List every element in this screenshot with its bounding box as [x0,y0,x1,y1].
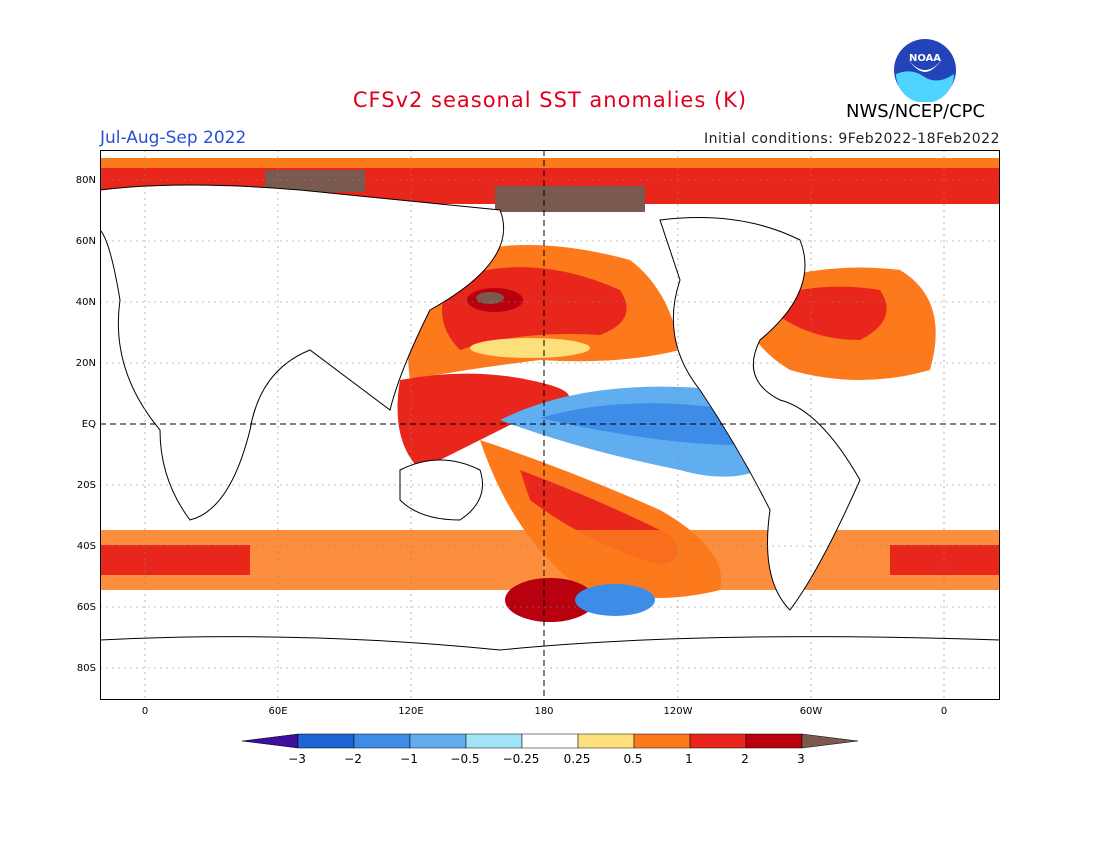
colorbar-swatch [465,733,523,749]
colorbar-label-2: 2 [741,752,749,766]
colorbar-swatch [353,733,411,749]
west-pacific-warm [397,373,570,470]
north-pacific-ice-spot [476,292,504,304]
colorbar-swatch [689,733,747,749]
lon-label-120w: 120W [663,706,693,717]
lon-label-0: 0 [141,706,149,717]
colorbar-label-m1: −1 [400,752,418,766]
lat-label-eq: EQ [81,419,96,430]
arctic-edge-band [100,158,1000,168]
colorbar-label-05: 0.5 [623,752,643,766]
colorbar-label-m3: −3 [288,752,306,766]
lat-label-80s: 80S [76,663,96,674]
colorbar-swatch [801,733,859,749]
colorbar-swatch [633,733,691,749]
agency-label: NWS/NCEP/CPC [846,101,986,122]
americas-landmass [659,217,861,611]
colorbar-label-3: 3 [797,752,805,766]
season-label: Jul-Aug-Sep 2022 [100,128,247,148]
lat-label-60s: 60S [76,602,96,613]
colorbar-swatch [241,733,299,749]
lat-label-60n: 60N [75,236,96,247]
lon-label-120e: 120E [398,706,424,717]
lat-label-80n: 80N [75,175,96,186]
colorbar-label-m2: −2 [344,752,362,766]
lon-label-60w: 60W [799,706,823,717]
colorbar-swatch [297,733,355,749]
lat-label-20s: 20S [76,480,96,491]
lat-label-40n: 40N [75,297,96,308]
antarctica-landmass [100,636,1000,700]
initial-conditions: Initial conditions: 9Feb2022-18Feb2022 [704,131,1000,147]
colorbar-swatch [745,733,803,749]
lat-label-20n: 20N [75,358,96,369]
colorbar-label-m025: −0.25 [502,752,540,766]
south-pacific-cold-patch [575,584,655,616]
colorbar-label-m05: −0.5 [450,752,480,766]
lon-label-0-east: 0 [940,706,948,717]
lon-label-60e: 60E [268,706,288,717]
southern-ocean-core-right [890,545,1000,575]
sst-anomaly-map [100,150,1000,700]
south-pacific-deep-warm [505,578,595,622]
southern-ocean-core-left [100,545,250,575]
colorbar-swatch [521,733,579,749]
colorbar-swatch [577,733,635,749]
colorbar-label-1: 1 [685,752,693,766]
australia-landmass [399,459,483,521]
north-pacific-core [442,267,627,350]
colorbar-swatch [409,733,467,749]
colorbar [241,733,859,749]
lon-label-180: 180 [534,706,554,717]
subtropical-pale-band [470,338,590,358]
noaa-logo: NOAA [894,39,956,102]
arctic-ice-left [265,170,365,192]
arctic-ice-center [495,186,645,212]
lat-label-40s: 40S [76,541,96,552]
figure-title: CFSv2 seasonal SST anomalies (K) [352,88,748,112]
africa-eurasia-landmass [100,184,505,521]
colorbar-label-025: 0.25 [563,752,591,766]
svg-text:NOAA: NOAA [909,53,941,64]
